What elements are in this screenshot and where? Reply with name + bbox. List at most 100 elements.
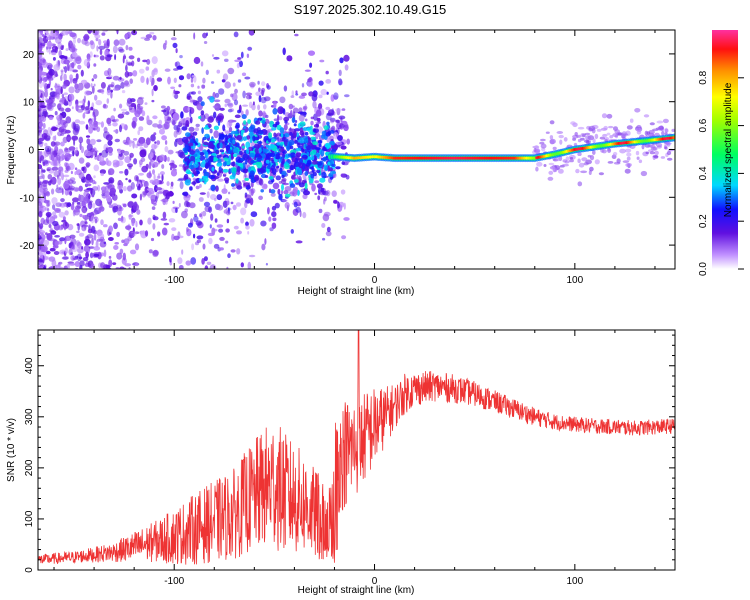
spectrogram-cell <box>65 30 69 36</box>
spectrogram-cell <box>271 127 277 131</box>
colorbar-tick-label: 0.0 <box>698 262 709 276</box>
spectrogram-cell <box>265 153 271 160</box>
spectrogram-cell <box>255 161 261 165</box>
spectrogram-cell <box>346 138 351 145</box>
colorbar-tick-label: 0.2 <box>698 214 709 228</box>
spectrogram-cell <box>64 169 69 173</box>
spectrogram-cell <box>238 60 243 68</box>
spectrogram-cell <box>99 200 103 207</box>
spectrogram-cell <box>318 103 323 110</box>
spectrogram-cell <box>189 202 196 209</box>
spectrogram-cell <box>284 120 288 124</box>
spectrogram-cell <box>241 72 247 77</box>
spectrogram-cell <box>288 153 291 157</box>
spectrogram-cell <box>175 207 178 213</box>
spectrogram-cell <box>540 138 546 142</box>
spectrogram-cell <box>621 133 627 139</box>
spectrogram-cell <box>338 78 343 86</box>
spectrogram-cell <box>304 182 308 190</box>
spectrogram-cell <box>340 189 346 195</box>
spectrogram-cell <box>103 249 107 258</box>
spectrogram-cell <box>181 210 188 219</box>
spectrogram-cell <box>98 202 104 211</box>
spectrogram-cell <box>42 161 46 167</box>
spectrogram-cell <box>272 123 278 128</box>
spectrogram-cell <box>38 194 41 203</box>
spectrogram-cell <box>153 67 159 76</box>
spectrogram-cell <box>61 219 67 223</box>
spectrogram-cell <box>93 74 98 79</box>
spectrogram-cell <box>168 190 174 197</box>
spectrogram-cell <box>42 239 50 247</box>
spectrogram-cell <box>319 190 327 196</box>
spectrogram-cell <box>552 146 557 151</box>
spectrogram-cell <box>284 112 290 118</box>
spectrogram-cell <box>160 105 166 109</box>
colorbar: 0.0 0.2 0.4 0.6 0.8 Normalized spectral ampl… <box>698 30 744 276</box>
spectrogram-cell <box>243 136 247 141</box>
spectrogram-cell <box>249 219 255 227</box>
spectrogram-cell <box>170 164 178 169</box>
spectrogram-cell <box>106 38 110 47</box>
spectrogram-cell <box>301 92 307 97</box>
spectrogram-cell <box>86 138 91 145</box>
spectrogram-cell <box>260 96 267 104</box>
spectrogram-cell <box>256 157 262 162</box>
spectrogram-cell <box>66 165 71 172</box>
spectrogram-cell <box>325 79 332 84</box>
spectrogram-cell <box>196 306 202 314</box>
spectrogram-cell <box>183 149 188 154</box>
spectrogram-cell <box>274 202 280 209</box>
spectrogram-cell <box>84 224 87 230</box>
spectrogram-cell <box>272 168 277 175</box>
spectrogram-cell <box>226 200 230 206</box>
spectrogram-cell <box>128 165 132 170</box>
spectrogram-cell <box>619 148 626 154</box>
spectrogram-cell <box>45 72 53 80</box>
spectrogram-cell <box>242 90 246 99</box>
spectrogram-cell <box>304 171 309 176</box>
spectrogram-cell <box>199 113 206 122</box>
spectrogram-cell <box>250 124 256 130</box>
spectrogram-cell <box>291 156 296 162</box>
snr-xtick-label: -100 <box>164 576 184 587</box>
spectrogram-cell <box>581 157 588 162</box>
spectrogram-cell <box>249 83 255 89</box>
spectrogram-cell <box>59 98 65 105</box>
spectrogram-cell <box>92 186 99 191</box>
spectrogram-cell <box>138 183 141 190</box>
spectrogram-cell <box>64 162 68 168</box>
spectrogram-cell <box>75 73 79 80</box>
spectrogram-cell <box>68 146 76 151</box>
spectrogram-cell <box>279 96 286 104</box>
spectrogram-cell <box>90 215 95 224</box>
spectrogram-cell <box>160 199 167 202</box>
spectrogram-cell <box>330 148 337 153</box>
spectrogram-cell <box>217 120 221 126</box>
spectrogram-cell <box>232 171 236 178</box>
spectrogram-cell <box>56 264 62 269</box>
spectrogram-cell <box>204 265 209 269</box>
spectrogram-cell <box>318 121 321 124</box>
spectrogram-cell <box>323 125 329 131</box>
spectrogram-cell <box>580 170 588 174</box>
spectrogram-cell <box>135 176 139 182</box>
spectrogram-cell <box>242 104 249 107</box>
spectrogram-cell <box>608 125 614 129</box>
spectrogram-cell <box>121 257 127 265</box>
spectrogram-cell <box>70 170 73 175</box>
spectrogram-cell <box>42 169 46 173</box>
spectrogram-cell <box>157 124 163 129</box>
spectrogram-cell <box>539 141 545 145</box>
spectrogram-cell <box>43 265 46 269</box>
spectrogram-cell <box>67 154 70 162</box>
spectrogram-cell <box>281 183 284 191</box>
spectrogram-cell <box>548 170 554 175</box>
spectrogram-cell <box>63 25 69 28</box>
spectrogram-cell <box>312 172 317 177</box>
spectrogram-cell <box>282 199 288 202</box>
spectrogram-cell <box>330 94 335 102</box>
spectrogram-cell <box>151 143 158 150</box>
spectrogram-cell <box>109 187 117 195</box>
spectrogram-cell <box>245 92 253 96</box>
